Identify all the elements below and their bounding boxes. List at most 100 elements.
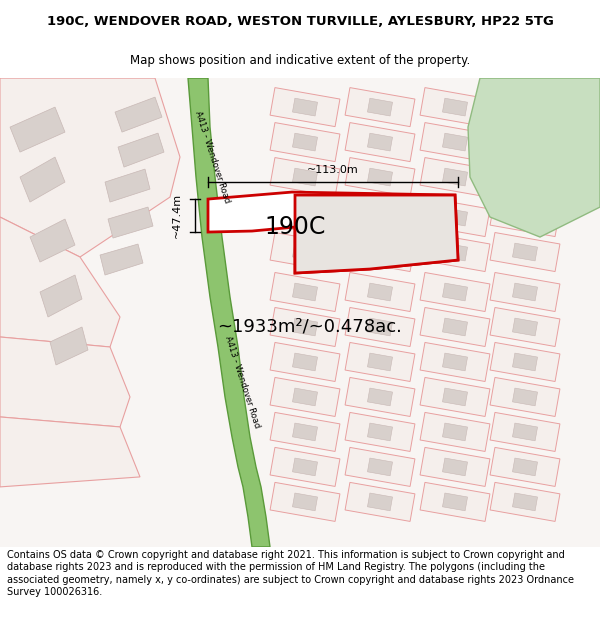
Polygon shape [512,168,538,186]
Text: A413 - Wendover Road: A413 - Wendover Road [223,335,261,429]
Polygon shape [345,308,415,346]
Polygon shape [442,423,467,441]
Polygon shape [549,124,600,160]
Polygon shape [345,88,415,127]
Polygon shape [270,232,340,271]
Polygon shape [292,458,317,476]
Polygon shape [115,97,162,132]
Polygon shape [367,283,392,301]
Polygon shape [367,208,392,226]
Polygon shape [118,133,164,167]
Polygon shape [345,272,415,311]
Polygon shape [20,157,65,202]
Polygon shape [30,219,75,262]
Polygon shape [50,327,88,365]
Polygon shape [420,158,490,197]
Polygon shape [292,133,317,151]
Polygon shape [490,232,560,271]
Polygon shape [270,88,340,127]
Polygon shape [0,417,140,487]
Polygon shape [367,493,392,511]
Polygon shape [512,98,538,116]
Polygon shape [208,192,458,273]
Polygon shape [420,88,490,127]
Polygon shape [345,342,415,381]
Polygon shape [345,158,415,197]
Polygon shape [292,388,317,406]
Polygon shape [420,412,490,451]
Polygon shape [420,448,490,486]
Text: Contains OS data © Crown copyright and database right 2021. This information is : Contains OS data © Crown copyright and d… [7,550,574,598]
Polygon shape [442,493,467,511]
Polygon shape [345,198,415,236]
Polygon shape [442,208,467,226]
Polygon shape [420,378,490,416]
Text: 190C, WENDOVER ROAD, WESTON TURVILLE, AYLESBURY, HP22 5TG: 190C, WENDOVER ROAD, WESTON TURVILLE, AY… [47,16,553,28]
Polygon shape [0,78,180,257]
Polygon shape [512,493,538,511]
Polygon shape [490,342,560,381]
Polygon shape [345,448,415,486]
Polygon shape [0,217,120,347]
Polygon shape [270,378,340,416]
Polygon shape [512,318,538,336]
Polygon shape [442,283,467,301]
Polygon shape [345,232,415,271]
Polygon shape [442,388,467,406]
Polygon shape [420,342,490,381]
Polygon shape [490,158,560,197]
Polygon shape [270,308,340,346]
Polygon shape [295,195,458,273]
Polygon shape [512,388,538,406]
Polygon shape [512,353,538,371]
Text: Map shows position and indicative extent of the property.: Map shows position and indicative extent… [130,54,470,68]
Polygon shape [292,98,317,116]
Polygon shape [490,448,560,486]
Polygon shape [270,272,340,311]
Polygon shape [270,448,340,486]
Polygon shape [420,122,490,162]
Polygon shape [367,353,392,371]
Polygon shape [345,482,415,521]
Text: ~47.4m: ~47.4m [172,193,182,238]
Polygon shape [100,244,143,275]
Polygon shape [0,337,130,427]
Polygon shape [270,158,340,197]
Text: A413 - Wendover Road: A413 - Wendover Road [193,110,231,204]
Polygon shape [367,388,392,406]
Polygon shape [490,482,560,521]
Polygon shape [512,458,538,476]
Polygon shape [10,107,65,152]
Polygon shape [442,458,467,476]
Polygon shape [292,208,317,226]
Polygon shape [367,458,392,476]
Text: ~1933m²/~0.478ac.: ~1933m²/~0.478ac. [218,318,403,336]
Polygon shape [420,198,490,236]
Polygon shape [292,423,317,441]
Polygon shape [292,318,317,336]
Polygon shape [512,243,538,261]
Polygon shape [270,122,340,162]
Polygon shape [367,98,392,116]
Text: 190C: 190C [265,215,326,239]
Polygon shape [367,423,392,441]
Polygon shape [270,412,340,451]
Polygon shape [442,353,467,371]
Polygon shape [292,493,317,511]
Polygon shape [490,412,560,451]
Polygon shape [420,308,490,346]
Polygon shape [270,342,340,381]
Polygon shape [292,353,317,371]
Polygon shape [345,122,415,162]
Polygon shape [188,78,270,547]
Polygon shape [367,318,392,336]
Polygon shape [442,168,467,186]
Polygon shape [468,78,600,237]
Polygon shape [512,208,538,226]
Polygon shape [442,133,467,151]
Polygon shape [490,378,560,416]
Polygon shape [367,168,392,186]
Polygon shape [490,198,560,236]
Polygon shape [420,482,490,521]
Polygon shape [367,243,392,261]
